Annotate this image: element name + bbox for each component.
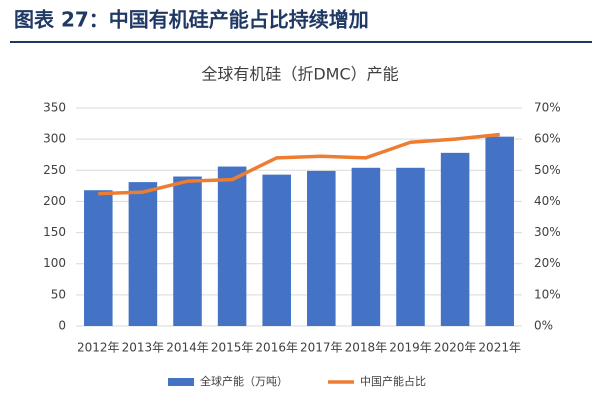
- y2-tick-label: 10%: [534, 287, 561, 301]
- x-tick-label: 2013年: [122, 341, 165, 355]
- y-tick-label: 300: [43, 132, 66, 146]
- y2-tick-label: 50%: [534, 163, 561, 177]
- y-tick-label: 250: [43, 163, 66, 177]
- y-tick-label: 150: [43, 225, 66, 239]
- figure-caption: 图表 27：中国有机硅产能占比持续增加: [14, 8, 369, 32]
- bar: [217, 166, 247, 326]
- y2-tick-label: 60%: [534, 132, 561, 146]
- y-tick-label: 50: [51, 287, 66, 301]
- y2-tick-label: 20%: [534, 256, 561, 270]
- y-tick-label: 0: [58, 319, 66, 333]
- y2-tick-label: 30%: [534, 225, 561, 239]
- x-tick-label: 2012年: [77, 341, 120, 355]
- x-tick-label: 2021年: [478, 341, 521, 355]
- x-tick-label: 2018年: [345, 341, 388, 355]
- y-tick-label: 100: [43, 256, 66, 270]
- legend-label: 全球产能（万吨）: [200, 374, 288, 388]
- y-tick-label: 200: [43, 194, 66, 208]
- x-tick-label: 2019年: [389, 341, 432, 355]
- y2-tick-label: 70%: [534, 101, 561, 115]
- x-tick-label: 2017年: [300, 341, 343, 355]
- bar: [351, 167, 381, 326]
- x-tick-label: 2015年: [211, 341, 254, 355]
- bar: [485, 136, 514, 326]
- y-tick-label: 350: [43, 101, 66, 115]
- bar: [262, 174, 291, 326]
- line: [98, 132, 500, 196]
- bar: [307, 170, 336, 326]
- chart-title: 全球有机硅（折DMC）产能: [201, 65, 398, 84]
- bar: [84, 190, 113, 326]
- bar: [440, 152, 470, 326]
- bar: [173, 176, 202, 326]
- bar: [396, 167, 425, 326]
- x-tick-label: 2020年: [434, 341, 477, 355]
- legend-label: 中国产能占比: [360, 374, 426, 388]
- legend-swatch: [168, 378, 194, 386]
- y2-tick-label: 0%: [534, 319, 553, 333]
- x-tick-label: 2014年: [166, 341, 209, 355]
- x-tick-label: 2016年: [255, 341, 298, 355]
- y2-tick-label: 40%: [534, 194, 561, 208]
- bar: [128, 182, 158, 326]
